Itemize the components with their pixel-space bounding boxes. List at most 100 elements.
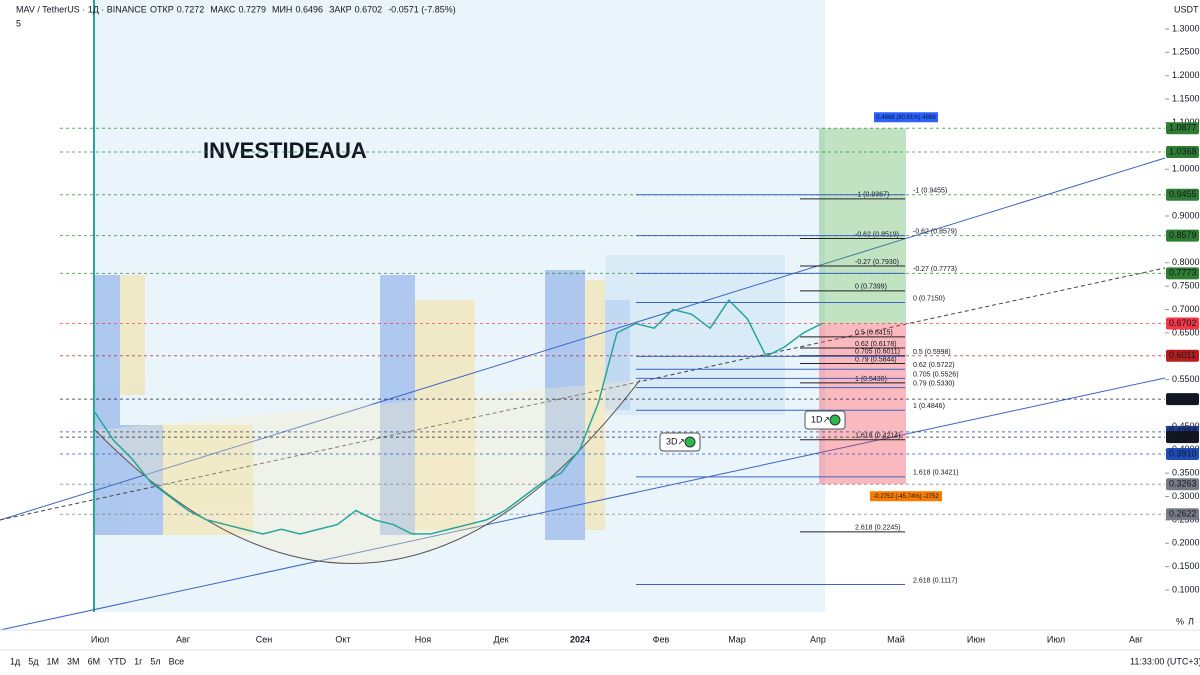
x-tick-label: Авг	[176, 634, 191, 644]
price-mark-label: 0.5082	[1169, 394, 1197, 404]
tf-tag-text: 1D↗	[811, 414, 830, 424]
price-mark-bg	[1166, 188, 1199, 201]
price-mark-label: 1.0877	[1169, 123, 1197, 133]
volume-profile-b	[120, 275, 605, 535]
field-label: ЗАКР	[329, 4, 352, 14]
fib-label: 0.5 (0.6415)	[855, 330, 893, 337]
x-tick-label: Июн	[967, 634, 985, 644]
x-tick-label: Дек	[493, 634, 508, 644]
range-button[interactable]: 1М	[47, 656, 60, 666]
fib-label: 0 (0.7399)	[855, 284, 887, 291]
x-tick-label: Фев	[653, 634, 670, 644]
y-tick-label: 0.1000	[1172, 584, 1200, 594]
x-tick-label: Июл	[1047, 634, 1065, 644]
range-button[interactable]: 5л	[150, 656, 160, 666]
y-tick-label: 0.7500	[1172, 281, 1200, 291]
price-mark-bg	[1166, 431, 1199, 444]
range-button[interactable]: YTD	[108, 656, 127, 666]
price-mark-label: 0.2622	[1169, 509, 1197, 519]
fib-label: -0.27 (0.7773)	[913, 266, 957, 273]
cup-arc	[94, 379, 641, 564]
range-button[interactable]: Все	[169, 656, 185, 666]
fib-label: 1 (0.4846)	[913, 403, 945, 410]
fib-label: 1 (0.5430)	[855, 376, 887, 383]
fib-label: -0.62 (0.8519)	[855, 231, 899, 238]
x-tick-label: Май	[887, 634, 905, 644]
interval-count[interactable]: 5	[16, 18, 21, 28]
x-tick-label: 2024	[570, 634, 590, 644]
tf-tag-text: 3D↗	[666, 436, 685, 446]
fib-label: 0.79 (0.5330)	[913, 380, 955, 387]
channel-mid	[0, 267, 1166, 521]
price-mark-bg	[1166, 146, 1199, 159]
symbol: MAV / TetherUS · 1Д · BINANCE	[16, 4, 147, 14]
field-value: 0.6702	[355, 4, 383, 14]
x-tick-label: Мар	[728, 634, 746, 644]
field-value: 0.7279	[238, 4, 266, 14]
field-value: 0.7272	[177, 4, 205, 14]
range-button[interactable]: 1г	[134, 656, 143, 666]
fib-label: 1.618 (0.4214)	[855, 433, 901, 440]
fib-label: 0.62 (0.6178)	[855, 341, 897, 348]
fib-label: 2.618 (0.2245)	[855, 525, 901, 532]
loss-zone	[819, 323, 906, 485]
price-mark-label: 0.6702	[1169, 318, 1197, 328]
price-mark-label: 0.8579	[1169, 230, 1197, 240]
price-axis	[1165, 0, 1200, 630]
y-tick-label: 1.2000	[1172, 70, 1200, 80]
range-button[interactable]: 6М	[88, 656, 101, 666]
y-tick-label: 0.5500	[1172, 374, 1200, 384]
x-tick-label: Сен	[256, 634, 273, 644]
price-mark-label: 0.3910	[1169, 448, 1197, 458]
y-tick-label: 0.3000	[1172, 491, 1200, 501]
fib-label: -1 (0.9455)	[913, 188, 947, 195]
up-label-bg	[874, 112, 938, 123]
percent-toggle[interactable]: %	[1176, 616, 1184, 626]
y-tick-label: 1.1500	[1172, 93, 1200, 103]
price-mark-label: 0.3263	[1169, 479, 1197, 489]
y-tick-label: 0.6500	[1172, 327, 1200, 337]
y-tick-label: 1.3000	[1172, 23, 1200, 33]
fib-label: 0.5 (0.5998)	[913, 349, 951, 356]
y-tick-label: 0.7000	[1172, 304, 1200, 314]
x-tick-label: Окт	[335, 634, 350, 644]
price-line	[94, 298, 823, 535]
y-tick-label: 1.2500	[1172, 47, 1200, 57]
channel-lower	[0, 377, 1166, 631]
x-tick-label: Ноя	[415, 634, 432, 644]
y-tick-label: 0.8000	[1172, 257, 1200, 267]
fib-label: 1.618 (0.3421)	[913, 470, 959, 477]
price-mark-label: 0.7773	[1169, 268, 1197, 278]
price-mark-bg	[1166, 267, 1199, 280]
price-mark-label: 0.6011	[1169, 350, 1196, 360]
price-mark-bg	[1166, 478, 1199, 491]
x-tick-label: Июл	[91, 634, 109, 644]
price-mark-label: 0.4270	[1169, 432, 1197, 442]
price-mark-bg	[1166, 508, 1199, 521]
profit-zone	[819, 128, 906, 324]
fib-label: 2.618 (0.1117)	[913, 577, 958, 584]
price-mark-bg	[1166, 447, 1199, 460]
fib-label: 0 (0.7150)	[913, 295, 945, 302]
fib-label: 0.705 (0.5526)	[913, 371, 959, 378]
price-mark-label: 0.9455	[1169, 189, 1197, 199]
currency[interactable]: USDT	[1174, 4, 1199, 14]
field-label: МАКС	[210, 4, 236, 14]
price-mark-bg	[1166, 122, 1199, 135]
range-button[interactable]: 1д	[10, 656, 21, 666]
range-button[interactable]: 5д	[28, 656, 39, 666]
down-label: -0.2752 (-45.74%) -2752	[873, 494, 939, 500]
x-tick-label: Авг	[1129, 634, 1144, 644]
price-mark-bg	[1166, 317, 1199, 330]
price-mark-bg	[1166, 349, 1199, 362]
clock: 11:33:00 (UTC+3)	[1130, 656, 1200, 666]
down-label-bg	[870, 491, 942, 502]
log-toggle[interactable]: Л	[1188, 616, 1194, 626]
fib-label: -0.62 (0.8579)	[913, 229, 957, 236]
fib-label: 0.62 (0.5722)	[913, 362, 955, 369]
range-button[interactable]: 3М	[67, 656, 80, 666]
price-mark-label: 1.0368	[1169, 146, 1197, 156]
y-tick-label: 0.9000	[1172, 210, 1200, 220]
fib-label: -0.27 (0.7930)	[855, 259, 899, 266]
